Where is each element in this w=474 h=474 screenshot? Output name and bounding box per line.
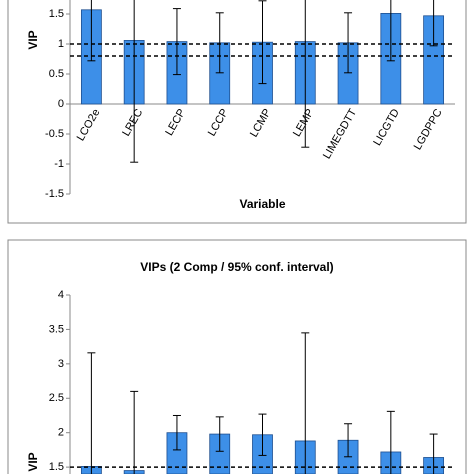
y-axis-label: VIP xyxy=(26,452,40,471)
y-tick-label: 1 xyxy=(58,38,64,50)
chart-title: VIPs (2 Comp / 95% conf. interval) xyxy=(140,260,333,274)
y-axis-label: VIP xyxy=(26,30,40,49)
x-tick-label: LIMEGDTT xyxy=(321,107,359,161)
x-tick-label: LEMP xyxy=(291,107,316,139)
y-tick-label: 3.5 xyxy=(49,323,64,335)
y-tick-label: 1.5 xyxy=(49,8,64,20)
y-tick-label: 2 xyxy=(58,427,64,439)
x-tick-label: LCO2e xyxy=(75,107,103,143)
y-tick-label: 1.5 xyxy=(49,461,64,473)
x-tick-label: LCMP xyxy=(248,107,274,139)
y-tick-label: 0.5 xyxy=(49,68,64,80)
y-tick-label: 2.5 xyxy=(49,392,64,404)
y-tick-label: 4 xyxy=(58,289,64,301)
y-tick-label: -1 xyxy=(54,158,64,170)
x-tick-label: LECP xyxy=(163,107,188,138)
x-axis-label: Variable xyxy=(239,197,285,211)
chart-frame xyxy=(7,0,467,224)
y-tick-label: 0 xyxy=(58,98,64,110)
y-tick-label: -1.5 xyxy=(45,188,64,200)
x-tick-label: LCCP xyxy=(206,107,231,138)
x-tick-label: LGDPPC xyxy=(412,107,445,152)
y-tick-label: -0.5 xyxy=(45,128,64,140)
chart-frame xyxy=(7,239,467,474)
y-tick-label: 3 xyxy=(58,358,64,370)
x-tick-label: LICGTD xyxy=(371,107,402,148)
x-tick-label: LREC xyxy=(120,107,145,138)
